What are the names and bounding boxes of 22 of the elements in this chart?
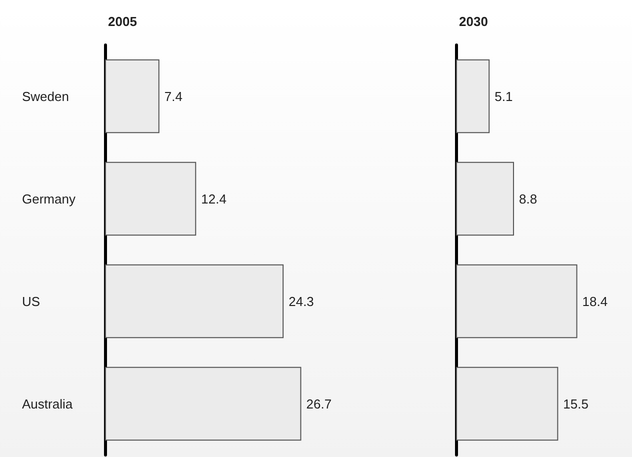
bar [456, 59, 490, 134]
data-label: 26.7 [306, 396, 332, 412]
chart-title: 2005 [108, 14, 137, 29]
data-label: 5.1 [494, 88, 513, 104]
data-label: 7.4 [164, 88, 182, 104]
data-label: 18.4 [582, 294, 608, 309]
bar [105, 162, 196, 236]
data-label: 8.8 [519, 191, 538, 206]
bar [105, 59, 160, 134]
bar [105, 366, 302, 441]
y-tick-label: US [22, 294, 40, 309]
bar [456, 162, 514, 236]
bar [105, 264, 284, 338]
y-tick-label: Australia [22, 396, 74, 412]
data-label: 24.3 [288, 294, 314, 309]
bar [456, 366, 558, 441]
y-tick-label: Sweden [22, 88, 69, 104]
data-label: 12.4 [201, 191, 226, 206]
data-label: 15.5 [563, 396, 588, 412]
y-tick-label: Germany [22, 191, 76, 206]
chart-title: 2030 [459, 14, 488, 29]
bar [456, 264, 578, 338]
